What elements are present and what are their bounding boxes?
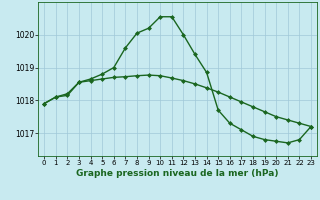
X-axis label: Graphe pression niveau de la mer (hPa): Graphe pression niveau de la mer (hPa) bbox=[76, 169, 279, 178]
